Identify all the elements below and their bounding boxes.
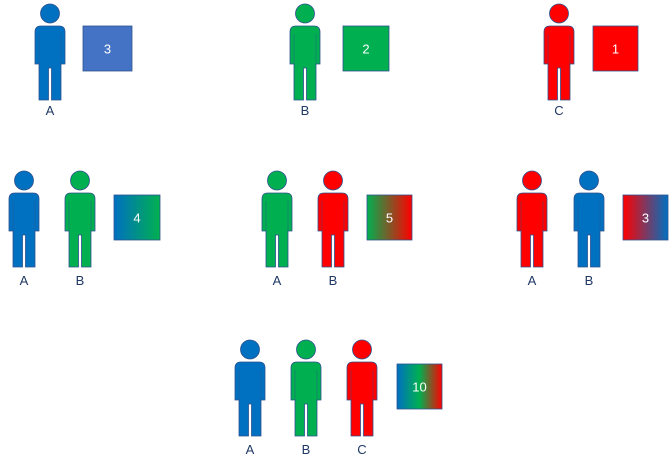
player-label: B — [585, 273, 594, 288]
score-value: 4 — [133, 211, 140, 226]
score-box — [113, 194, 161, 241]
score-box — [396, 363, 443, 410]
player-label: B — [329, 273, 338, 288]
person-icon — [64, 170, 96, 268]
player-label: A — [273, 273, 282, 288]
person-icon — [346, 339, 378, 437]
coalition-group: B2 — [289, 3, 390, 118]
player-label: B — [302, 442, 311, 457]
person-icon — [317, 170, 349, 268]
coalition-group: A B 3 — [516, 170, 669, 288]
person-icon — [261, 170, 293, 268]
coalition-group: A B 4 — [8, 170, 161, 288]
person-icon — [8, 170, 40, 268]
player-label: A — [46, 103, 55, 118]
coalition-group: C1 — [543, 3, 639, 118]
score-value: 1 — [612, 42, 619, 57]
score-box — [592, 25, 639, 72]
player-label: C — [357, 442, 366, 457]
player-label: B — [301, 103, 310, 118]
score-value: 5 — [386, 211, 393, 226]
score-value: 2 — [362, 42, 369, 57]
person-icon — [290, 339, 322, 437]
person-icon — [573, 170, 605, 268]
score-box — [622, 194, 669, 241]
player-label: A — [20, 273, 29, 288]
score-value: 3 — [104, 42, 111, 57]
score-box — [366, 194, 413, 241]
score-box — [342, 25, 390, 72]
score-value: 10 — [412, 380, 426, 395]
person-icon — [543, 3, 575, 101]
player-label: A — [528, 273, 537, 288]
person-icon — [34, 3, 66, 101]
player-label: A — [246, 442, 255, 457]
person-icon — [516, 170, 548, 268]
coalition-group: A3 — [34, 3, 133, 118]
player-label: C — [554, 103, 563, 118]
coalition-group: A B 5 — [261, 170, 413, 288]
player-label: B — [76, 273, 85, 288]
score-value: 3 — [642, 211, 649, 226]
score-box — [82, 25, 133, 72]
person-icon — [289, 3, 321, 101]
person-icon — [234, 339, 266, 437]
coalition-group: A B C 10 — [234, 339, 443, 457]
